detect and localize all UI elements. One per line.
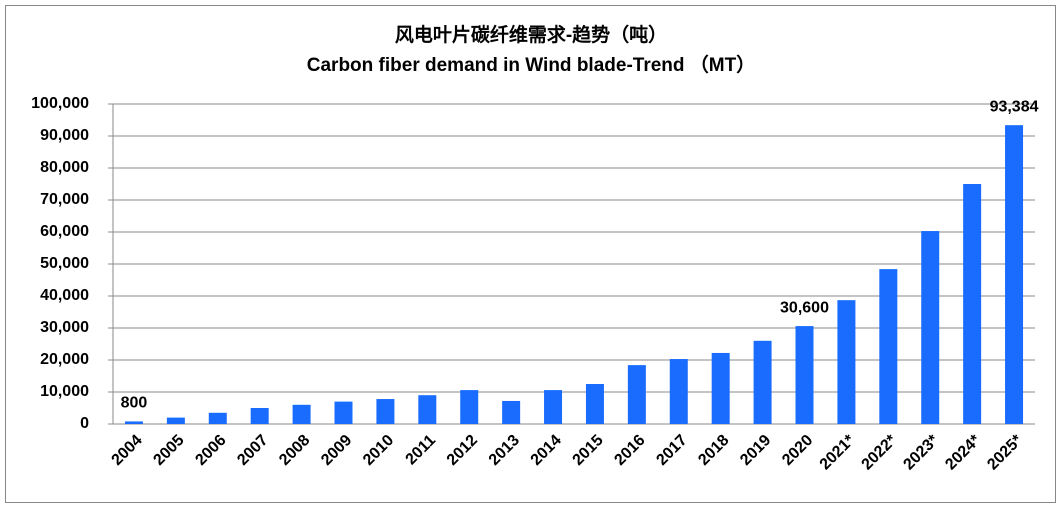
bar <box>753 340 772 424</box>
y-tick-label: 60,000 <box>40 223 89 240</box>
chart-frame <box>5 5 1056 503</box>
bar <box>292 404 311 424</box>
bar <box>208 412 227 424</box>
bar <box>669 359 688 424</box>
chart-title: 风电叶片碳纤维需求-趋势（吨） <box>395 23 667 46</box>
bar <box>879 269 898 424</box>
value-label: 30,600 <box>780 299 829 316</box>
y-tick-label: 40,000 <box>40 287 89 304</box>
value-label: 800 <box>121 395 148 412</box>
bar <box>711 352 730 424</box>
bar <box>837 300 856 424</box>
bar <box>418 395 437 424</box>
bar <box>921 231 940 424</box>
y-tick-label: 100,000 <box>31 95 89 112</box>
bar <box>963 184 982 424</box>
bar <box>585 384 604 424</box>
bar <box>376 399 395 424</box>
bar <box>627 365 646 424</box>
bar <box>795 326 814 424</box>
y-tick-label: 30,000 <box>40 319 89 336</box>
y-tick-label: 90,000 <box>40 127 89 144</box>
bar <box>124 421 143 424</box>
y-tick-label: 0 <box>80 415 89 432</box>
bar <box>1005 125 1024 424</box>
bar <box>544 390 563 424</box>
chart-subtitle: Carbon fiber demand in Wind blade-Trend … <box>307 53 755 76</box>
y-tick-label: 50,000 <box>40 255 89 272</box>
bar <box>250 408 269 424</box>
bar <box>460 390 479 424</box>
y-tick-label: 70,000 <box>40 191 89 208</box>
y-tick-label: 80,000 <box>40 159 89 176</box>
bar <box>166 417 185 424</box>
y-tick-label: 20,000 <box>40 351 89 368</box>
bar <box>502 400 521 424</box>
y-tick-label: 10,000 <box>40 383 89 400</box>
value-label: 93,384 <box>990 98 1039 115</box>
bar <box>334 401 353 424</box>
